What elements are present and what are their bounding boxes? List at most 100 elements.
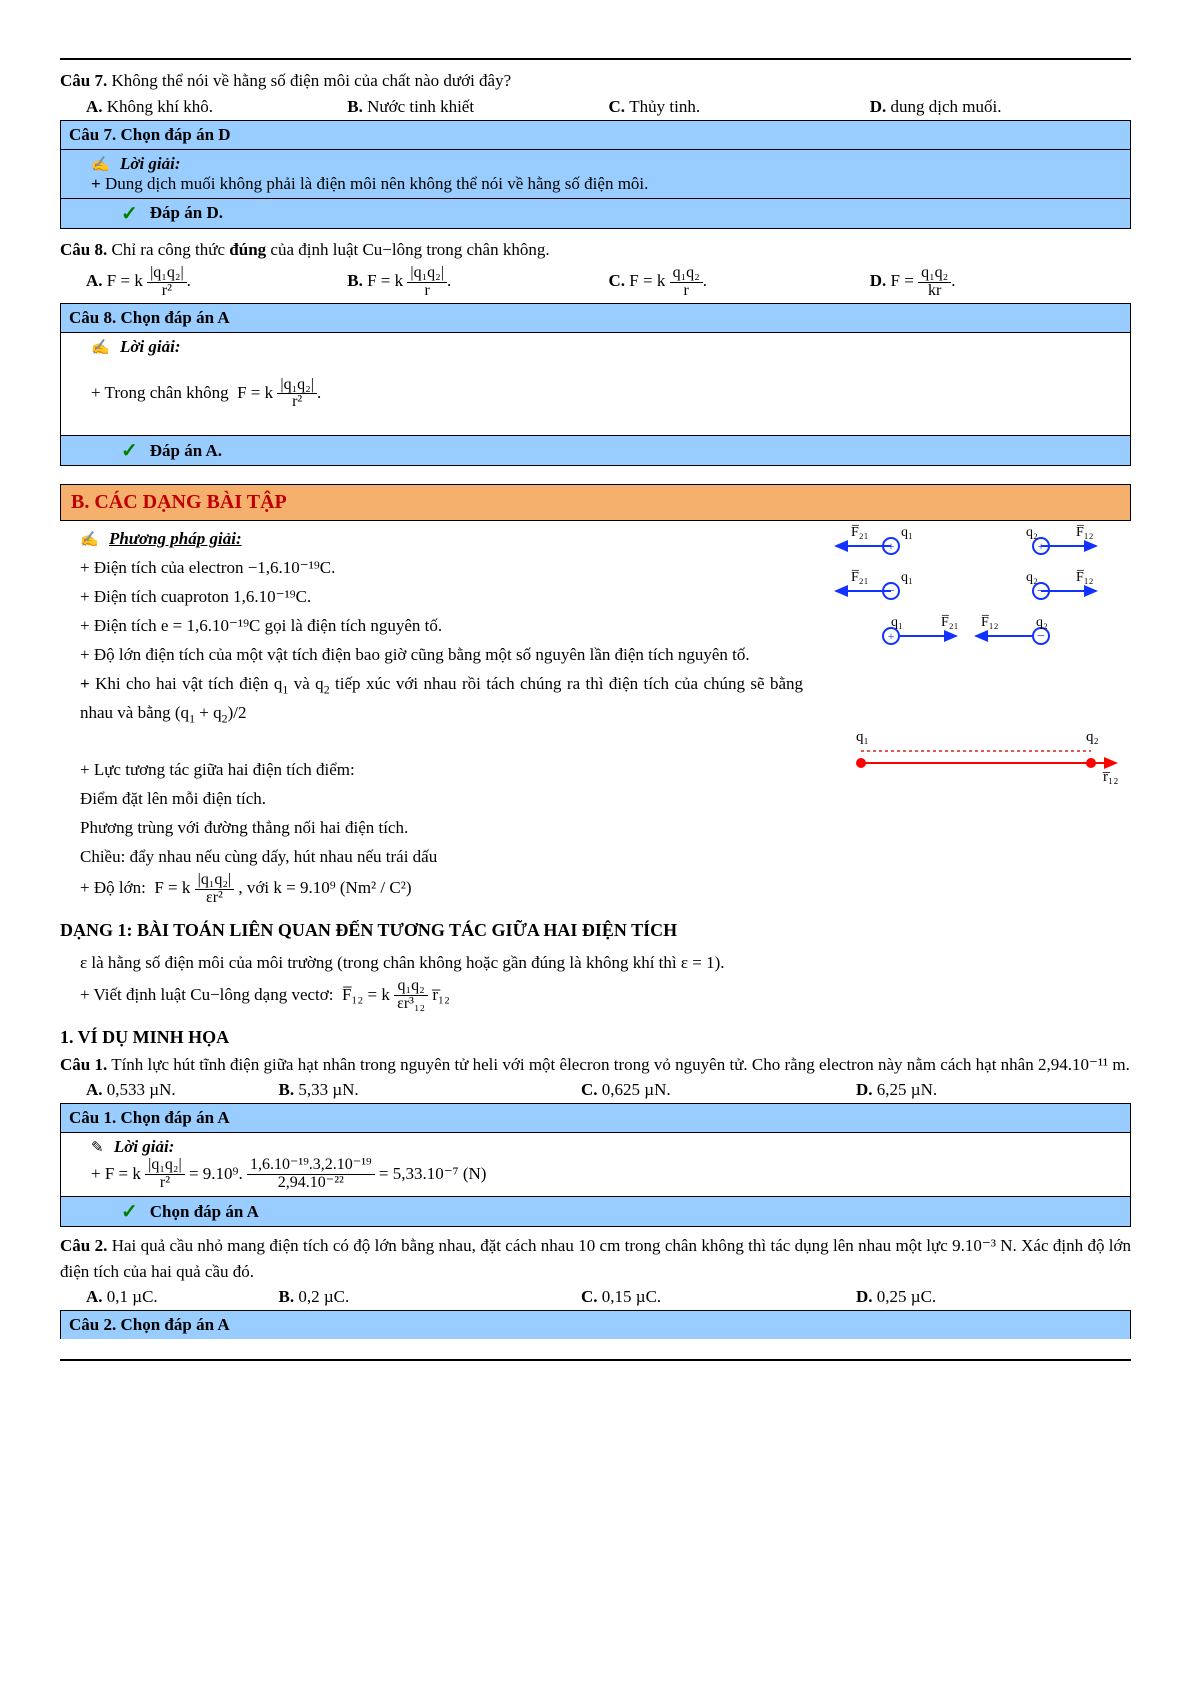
svg-text:q₁: q₁ [901,570,913,585]
svg-text:q₂: q₂ [1036,615,1048,630]
cau8-loigiai: ✍ Lời giải: + Trong chân không F = k |q₁… [61,333,1130,437]
cau1-optD: D. 6,25 µN. [856,1080,1131,1100]
bottom-rule [60,1359,1131,1361]
dang1-body: ε là hằng số điện môi của môi trường (tr… [60,945,1131,1016]
cau1-optC: C. 0,625 µN. [581,1080,856,1100]
check-icon: ✓ [121,438,138,463]
cau7-loigiai-label: Lời giải: [120,154,181,173]
svg-text:q₂: q₂ [1086,729,1099,745]
write-icon: ✍ [80,531,99,548]
cau1-question: Câu 1. Tính lực hút tĩnh điện giữa hạt n… [60,1052,1131,1078]
cau7-optB: B. Nước tinh khiết [347,97,608,117]
cau2-label: Câu 2. [60,1236,107,1255]
cau2-text: Hai quả cầu nhỏ mang điện tích có độ lớn… [60,1236,1131,1281]
cau8-loigiai-text: Trong chân không [105,383,229,402]
svg-text:F̅₁₂: F̅₁₂ [1076,570,1094,585]
cau2-options: A. 0,1 µC. B. 0,2 µC. C. 0,15 µC. D. 0,2… [86,1287,1131,1307]
cau8-question: Câu 8. Chỉ ra công thức đúng của định lu… [60,237,1131,263]
svg-text:q₁: q₁ [901,525,913,540]
phuong-phap-label: Phương pháp giải: [109,529,242,548]
cau8-optA: A. F = k |q₁q₂|r². [86,265,347,300]
cau1-answer: ✓ Chọn đáp án A [61,1197,1130,1226]
cau8-optC: C. F = k q₁q₂r. [609,265,870,300]
cau7-chon: Câu 7. Chọn đáp án D [61,121,1130,150]
cau1-loigiai-label: Lời giải: [114,1137,175,1156]
sb-p9: Chiều: đẩy nhau nếu cùng dấy, hút nhau n… [80,847,437,866]
svg-text:q₂: q₂ [1026,525,1038,540]
svg-text:−: − [887,584,895,599]
section-b-diagrams: + F̅₂₁q₁ + q₂F̅₁₂ − F̅₂₁q₁ − q₂F̅₁₂ + q₁… [821,521,1131,791]
vecto-line: + Viết định luật Cu−lông dạng vectơ: F̅₁… [80,985,450,1004]
cau2-chon: Câu 2. Chọn đáp án A [61,1311,1130,1339]
svg-text:F̅₁₂: F̅₁₂ [1076,525,1094,540]
cau8-dapan: Đáp án A. [150,441,222,461]
svg-text:q₁: q₁ [856,729,869,745]
vidu-title: 1. VÍ DỤ MINH HỌA [60,1027,1131,1048]
cau2-solution-box: Câu 2. Chọn đáp án A [60,1310,1131,1339]
write-icon: ✍ [91,156,110,173]
svg-text:F̅₂₁: F̅₂₁ [941,615,959,630]
sb-p7: Điểm đặt lên mỗi điện tích. [80,789,266,808]
cau1-optA: A. 0,533 µN. [86,1080,279,1100]
cau8-loigiai-label: Lời giải: [120,337,181,356]
cau8-solution-box: Câu 8. Chọn đáp án A ✍ Lời giải: + Trong… [60,303,1131,467]
top-rule [60,58,1131,60]
cau8-optB: B. F = k |q₁q₂|r. [347,265,608,300]
force-diagram-1: + F̅₂₁q₁ + q₂F̅₁₂ − F̅₂₁q₁ − q₂F̅₁₂ + q₁… [821,521,1131,681]
check-icon: ✓ [121,1199,138,1224]
cau2-optA: A. 0,1 µC. [86,1287,279,1307]
cau8-text2: của định luật Cu−lông trong chân không. [270,240,549,259]
cau7-optA: A. Không khí khô. [86,97,347,117]
cau1-solution: + F = k |q₁q₂|r² = 9.10⁹. 1,6.10⁻¹⁹.3,2.… [91,1164,486,1183]
cau8-bold: đúng [229,240,266,259]
cau8-optD: D. F = q₁q₂kr. [870,265,1131,300]
section-b-title: B. CÁC DẠNG BÀI TẬP [60,484,1131,521]
svg-text:q₂: q₂ [1026,570,1038,585]
svg-text:F̅₂₁: F̅₂₁ [851,570,869,585]
cau2-question: Câu 2. Hai quả cầu nhỏ mang điện tích có… [60,1233,1131,1284]
cau8-options: A. F = k |q₁q₂|r². B. F = k |q₁q₂|r. C. … [86,265,1131,300]
cau8-answer: ✓ Đáp án A. [61,436,1130,465]
sb-p6: + Lực tương tác giữa hai điện tích điểm: [80,760,355,779]
cau7-dapan: Đáp án D. [150,203,223,223]
cau7-optD: D. dung dịch muối. [870,97,1131,117]
svg-text:F̅₁₂: F̅₁₂ [981,615,999,630]
sb-p5: + Khi cho hai vật tích điện q1 và q2 tiế… [80,670,803,728]
cau1-label: Câu 1. [60,1055,107,1074]
svg-text:+: + [888,629,895,643]
cau7-label: Câu 7. [60,71,107,90]
sb-p4: + Độ lớn điện tích của một vật tích điện… [80,641,750,670]
sb-p10: + Độ lớn: F = k |q₁q₂|εr² , với k = 9.10… [80,878,411,897]
sb-p2: + Điện tích cuaproton 1,6.10⁻¹⁹C. [80,587,311,606]
cau7-optC: C. Thủy tinh. [609,97,870,117]
cau7-loigiai: ✍ Lời giải: + Dung dịch muối không phải … [61,150,1130,199]
cau7-answer: ✓ Đáp án D. [61,199,1130,228]
cau1-solution-box: Câu 1. Chọn đáp án A ✎ Lời giải: + F = k… [60,1103,1131,1227]
sb-p1: + Điện tích của electron −1,6.10⁻¹⁹C. [80,558,335,577]
cau2-optB: B. 0,2 µC. [279,1287,582,1307]
cau1-chon: Câu 1. Chọn đáp án A [61,1104,1130,1133]
svg-text:F̅₂₁: F̅₂₁ [851,525,869,540]
cau7-question: Câu 7. Không thể nói về hằng số điện môi… [60,68,1131,94]
cau2-optD: D. 0,25 µC. [856,1287,1131,1307]
svg-text:q₁: q₁ [891,615,903,630]
svg-text:+: + [888,539,895,553]
cau7-solution-box: Câu 7. Chọn đáp án D ✍ Lời giải: + Dung … [60,120,1131,229]
section-b-body: ✍ Phương pháp giải: + Điện tích của elec… [60,521,1131,910]
cau2-optC: C. 0,15 µC. [581,1287,856,1307]
sb-p8: Phương trùng với đường thẳng nối hai điệ… [80,818,408,837]
cau1-dapan: Chọn đáp án A [150,1202,259,1222]
cau8-text: Chỉ ra công thức [111,240,225,259]
force-diagram-2: q₁ q₂ r̅₁₂ [821,721,1131,791]
dang1-title: DẠNG 1: BÀI TOÁN LIÊN QUAN ĐẾN TƯƠNG TÁC… [60,920,1131,941]
cau1-optB: B. 5,33 µN. [279,1080,582,1100]
write-icon: ✎ [91,1139,104,1156]
sb-p3: + Điện tích e = 1,6.10⁻¹⁹C gọi là điện t… [80,616,442,635]
svg-text:r̅₁₂: r̅₁₂ [1102,769,1118,785]
svg-text:−: − [1037,584,1045,599]
cau8-label: Câu 8. [60,240,107,259]
eps-line: ε là hằng số điện môi của môi trường (tr… [80,953,725,972]
section-b-left: ✍ Phương pháp giải: + Điện tích của elec… [60,521,811,910]
check-icon: ✓ [121,201,138,226]
cau1-text: Tính lực hút tĩnh điện giữa hạt nhân tro… [111,1055,1130,1074]
